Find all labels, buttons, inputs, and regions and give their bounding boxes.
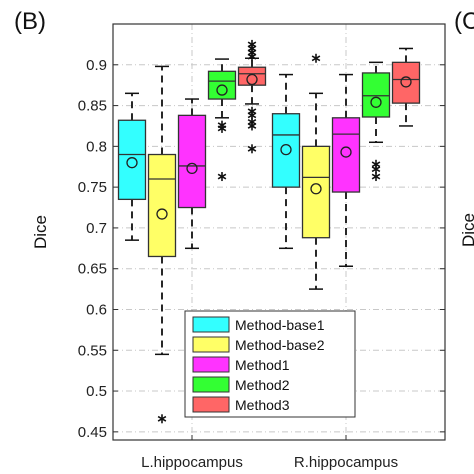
mean-marker	[310, 183, 322, 195]
outlier-marker	[371, 172, 381, 182]
mean-marker	[126, 157, 138, 169]
outlier-stroke	[371, 161, 381, 168]
y-tick-label: 0.45	[78, 424, 107, 441]
y-axis-label: Dice	[31, 215, 50, 249]
outlier-stroke	[371, 166, 381, 173]
y-tick-label: 0.8	[86, 138, 107, 155]
legend-entry: Method3	[235, 397, 290, 413]
box-method-base1-1	[271, 73, 301, 250]
axes-frame	[112, 23, 446, 441]
y-tick-label: 0.6	[86, 301, 107, 318]
next-panel-label: (C	[454, 8, 474, 35]
box-method1-1	[331, 73, 361, 268]
mean-marker	[246, 73, 258, 86]
mean-marker	[370, 96, 382, 108]
outlier-marker	[311, 53, 321, 63]
legend-entry: Method2	[235, 377, 290, 393]
box-method-base2-0	[147, 65, 177, 424]
box-body	[361, 72, 391, 118]
box-body	[237, 66, 267, 86]
mean-marker	[340, 146, 352, 158]
legend-swatch	[192, 396, 230, 413]
outlier-stroke	[311, 55, 321, 62]
box-body	[271, 113, 301, 188]
y-tick-label: 0.5	[86, 383, 107, 400]
legend-swatch	[192, 316, 230, 333]
box-method-base1-0	[117, 92, 147, 241]
outlier-stroke	[371, 173, 381, 180]
legend: Method-base1 Method-base2 Method1 Method2 Me…	[184, 310, 356, 418]
box-body	[147, 153, 177, 258]
y-tick-label: 0.7	[86, 220, 107, 237]
outlier-marker	[217, 123, 227, 133]
outlier-marker	[157, 414, 167, 424]
outlier-marker	[247, 52, 257, 62]
x-tick-label: L.hippocampus	[141, 454, 243, 471]
outlier-stroke	[157, 415, 167, 422]
box-method3-0	[237, 39, 267, 154]
outlier-stroke	[247, 112, 257, 119]
mean-marker	[156, 208, 168, 220]
outlier-marker	[247, 121, 257, 131]
box-body	[117, 119, 147, 201]
box-method3-1	[391, 47, 421, 127]
box-method2-1	[361, 61, 391, 182]
box-body	[391, 61, 421, 104]
outlier-marker	[217, 172, 227, 182]
axes: 0.45 0.5 0.55 0.6 0.65 0.7 0.75 0.8 0.85 0.9 L.hip…	[78, 23, 446, 471]
outlier-stroke	[247, 53, 257, 60]
legend-entry: Method-base2	[235, 337, 325, 353]
panel-label: (B)	[14, 8, 46, 35]
outlier-stroke	[247, 145, 257, 152]
mean-marker	[280, 143, 292, 156]
y-tick-label: 0.75	[78, 179, 107, 196]
y-tick-label: 0.55	[78, 342, 107, 359]
mean-marker	[216, 84, 228, 96]
legend-entry: Method-base1	[235, 317, 325, 333]
mean-marker	[186, 162, 198, 175]
mean-marker	[400, 76, 412, 88]
legend-swatch	[192, 336, 230, 353]
legend-swatch	[192, 376, 230, 393]
y-tick-label: 0.65	[78, 261, 107, 278]
x-tick-label: R.hippocampus	[294, 454, 398, 471]
next-panel-y-axis-label: Dice	[459, 213, 474, 247]
outlier-stroke	[217, 173, 227, 180]
outlier-stroke	[217, 125, 227, 132]
y-tick-label: 0.9	[86, 57, 107, 74]
plot-area	[117, 39, 421, 424]
box-method-base2-1	[301, 53, 331, 290]
outlier-marker	[247, 144, 257, 154]
box-method2-0	[207, 58, 237, 182]
box-body	[177, 114, 207, 209]
outlier-stroke	[247, 123, 257, 129]
legend-swatch	[192, 356, 230, 373]
y-tick-label: 0.85	[78, 98, 107, 115]
box-method1-0	[177, 98, 207, 250]
box-body	[331, 117, 361, 193]
box-body	[301, 145, 331, 239]
legend-entry: Method1	[235, 357, 290, 373]
